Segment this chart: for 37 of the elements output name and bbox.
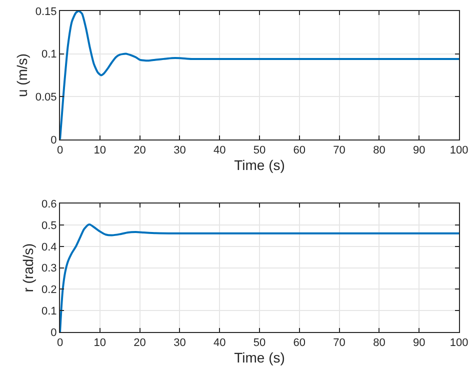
x-tick-label: 90 [412,144,426,157]
x-tick-label: 10 [94,337,106,350]
x-tick-label: 30 [174,337,186,350]
y-tick-label: 0.6 [42,198,57,210]
line-series [60,11,459,140]
x-tick-label: 40 [213,144,226,157]
x-axis-title: Time (s) [234,350,285,366]
y-tick-label: 0.5 [42,220,57,232]
y-tick-label: 0.2 [42,284,57,296]
y-tick-label: 0.3 [42,262,57,275]
x-tick-label: 50 [253,337,266,350]
line-series [60,224,459,332]
y-tick-label: 0.1 [42,48,57,61]
x-tick-label: 60 [293,337,306,350]
y-axis-title: u (m/s) [14,53,30,97]
x-tick-label: 80 [373,337,386,350]
x-tick-label: 40 [213,337,226,350]
x-tick-label: 50 [253,144,266,157]
x-axis-title: Time (s) [234,156,285,173]
x-tick-label: 60 [293,144,306,157]
x-tick-label: 100 [450,144,468,157]
y-tick-label: 0.4 [42,241,57,254]
x-tick-label: 10 [94,144,106,157]
y-tick-label: 0.15 [35,6,57,18]
x-tick-label: 90 [412,337,426,350]
y-tick-label: 0.1 [42,305,57,318]
x-tick-label: 100 [450,337,468,350]
x-tick-label: 20 [134,337,146,350]
y-tick-label: 0 [50,134,57,146]
x-tick-label: 80 [373,144,386,157]
y-axis-title: r (rad/s) [20,243,36,292]
x-tick-label: 20 [134,144,146,157]
x-tick-label: 70 [333,144,346,157]
y-tick-label: 0 [50,326,57,339]
x-tick-label: 70 [333,337,346,350]
x-tick-label: 30 [174,144,186,157]
y-tick-label: 0.05 [35,91,57,104]
